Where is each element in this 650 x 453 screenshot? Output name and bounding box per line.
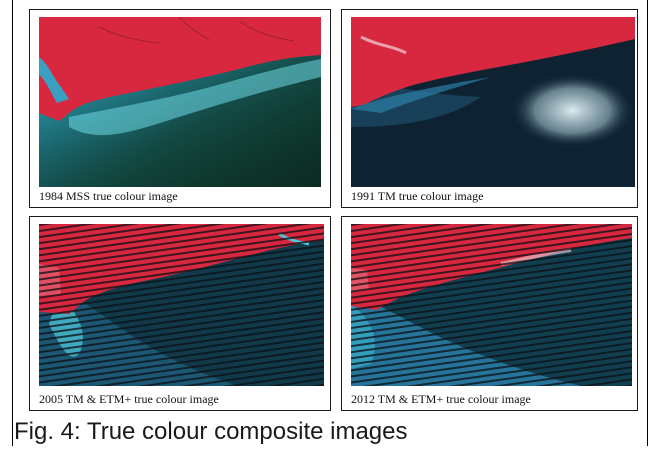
- satellite-image-1991: [351, 17, 635, 187]
- figure-caption: Fig. 4: True colour composite images: [14, 418, 408, 445]
- panel-caption: 1991 TM true colour image: [351, 189, 484, 203]
- panel-1984: 1984 MSS true colour image: [29, 9, 331, 208]
- panel-caption: 2005 TM & ETM+ true colour image: [39, 392, 219, 406]
- satellite-image-2005: [39, 224, 324, 386]
- panel-2012: 2012 TM & ETM+ true colour image: [341, 216, 638, 411]
- figure-frame: [12, 0, 648, 446]
- satellite-image-1984: [39, 17, 321, 187]
- panel-caption: 2012 TM & ETM+ true colour image: [351, 392, 531, 406]
- panel-2005: 2005 TM & ETM+ true colour image: [29, 216, 331, 411]
- satellite-image-2012: [351, 224, 632, 386]
- panel-caption: 1984 MSS true colour image: [39, 189, 178, 203]
- panel-1991: 1991 TM true colour image: [341, 9, 638, 208]
